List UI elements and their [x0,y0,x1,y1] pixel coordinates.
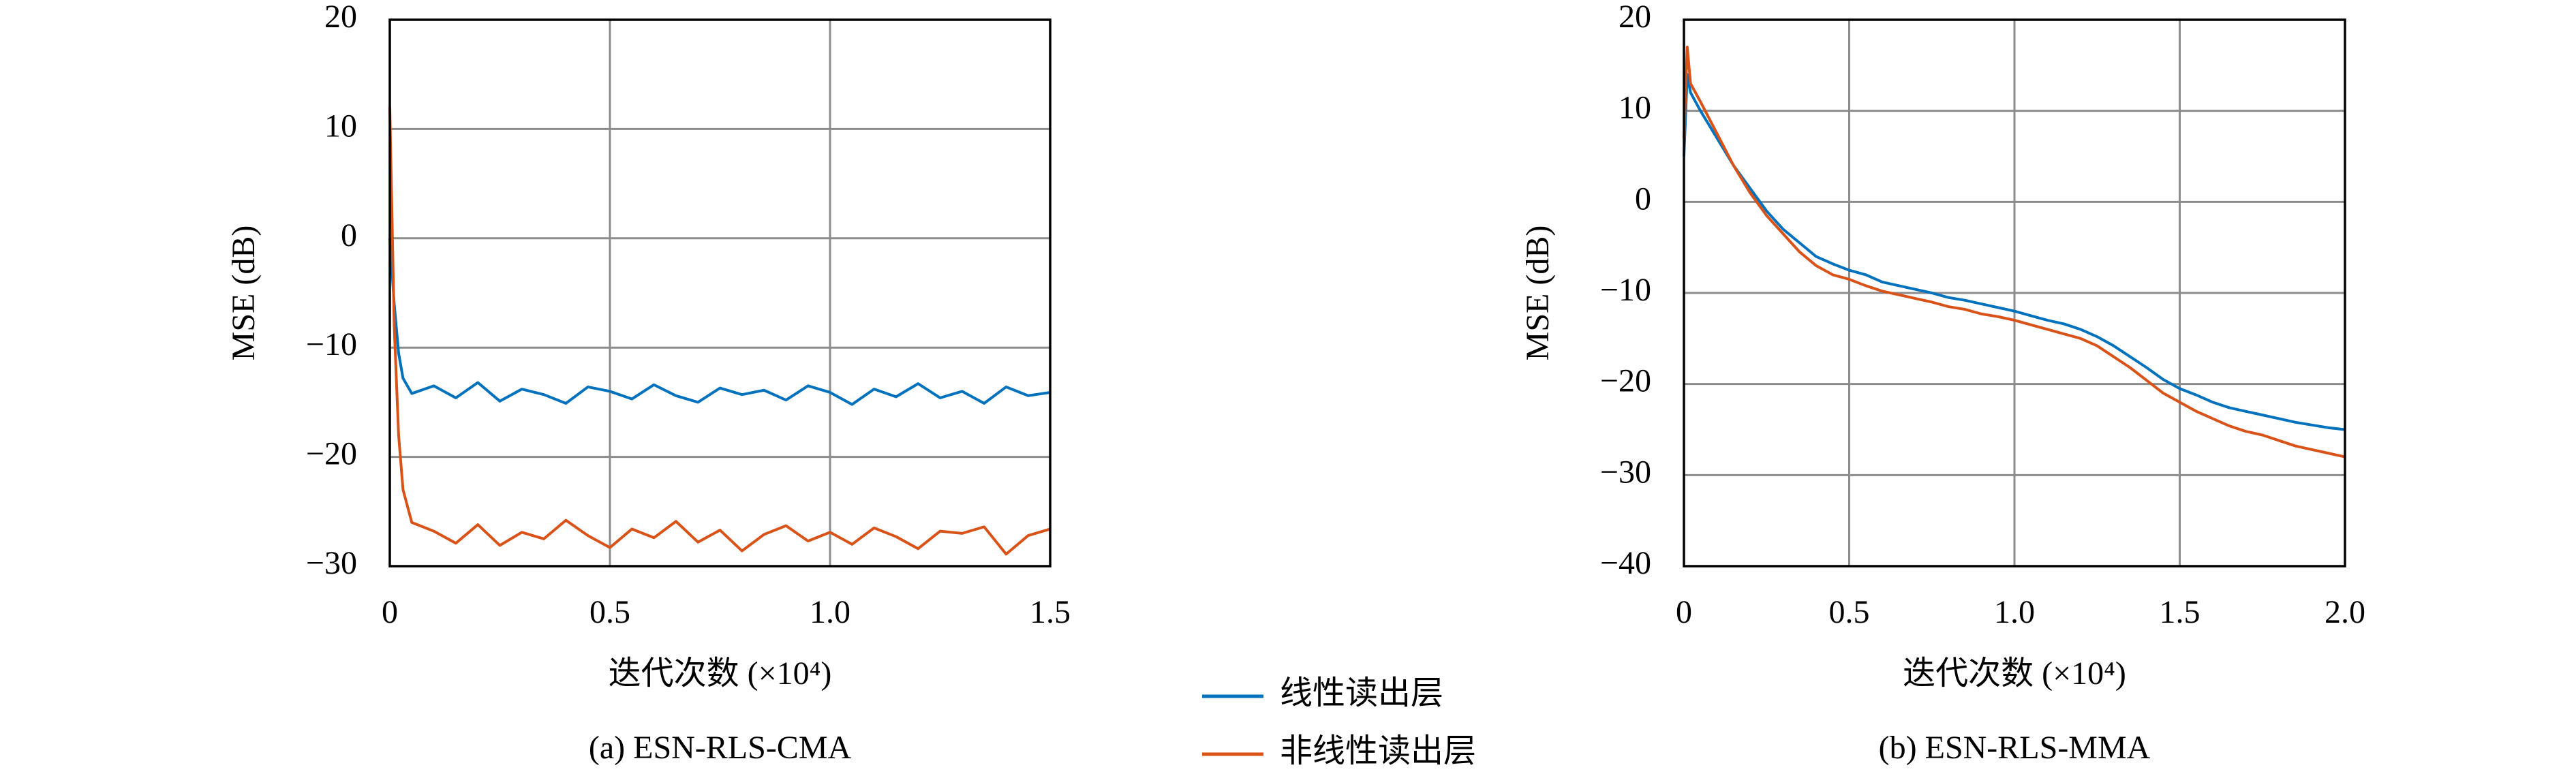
x-axis-label: 迭代次数 (×10⁴) [1903,655,2126,692]
x-axis-label: 迭代次数 (×10⁴) [609,655,832,692]
x-tick-label: 1.0 [810,594,850,630]
series-line [388,107,1051,556]
series-line [1683,46,2346,459]
y-tick-label: 10 [1619,90,1651,126]
y-tick-label: 10 [324,108,357,144]
series-line [388,238,1051,406]
y-tick-label: −20 [1600,363,1651,399]
y-tick-label: −30 [1600,454,1651,490]
series-line [1683,73,2346,431]
x-tick-label: 0.5 [589,594,630,630]
y-axis-label: MSE (dB) [226,226,262,361]
x-tick-label: 2.0 [2325,594,2365,630]
y-tick-label: −40 [1600,545,1651,581]
x-tick-label: 0 [382,594,398,630]
x-tick-label: 0 [1676,594,1692,630]
y-tick-label: −30 [306,545,357,581]
y-tick-label: −10 [306,326,357,362]
plot-frame [388,18,1052,568]
y-tick-label: 20 [1619,0,1651,35]
y-tick-label: 20 [324,0,357,35]
y-tick-label: 0 [341,217,357,253]
legend-label: 线性读出层 [1280,675,1443,711]
plot-frame [1683,18,2346,568]
y-axis-label: MSE (dB) [1520,226,1556,361]
x-tick-label: 0.5 [1829,594,1870,630]
y-tick-label: 0 [1635,181,1651,217]
x-tick-label: 1.5 [2160,594,2201,630]
legend-label: 非线性读出层 [1280,733,1476,769]
x-tick-label: 1.0 [1994,594,2035,630]
chart-subtitle: (a) ESN-RLS-CMA [589,730,852,766]
y-tick-label: −10 [1600,272,1651,308]
x-tick-label: 1.5 [1030,594,1071,630]
y-tick-label: −20 [306,436,357,472]
chart-subtitle: (b) ESN-RLS-MMA [1879,730,2151,766]
